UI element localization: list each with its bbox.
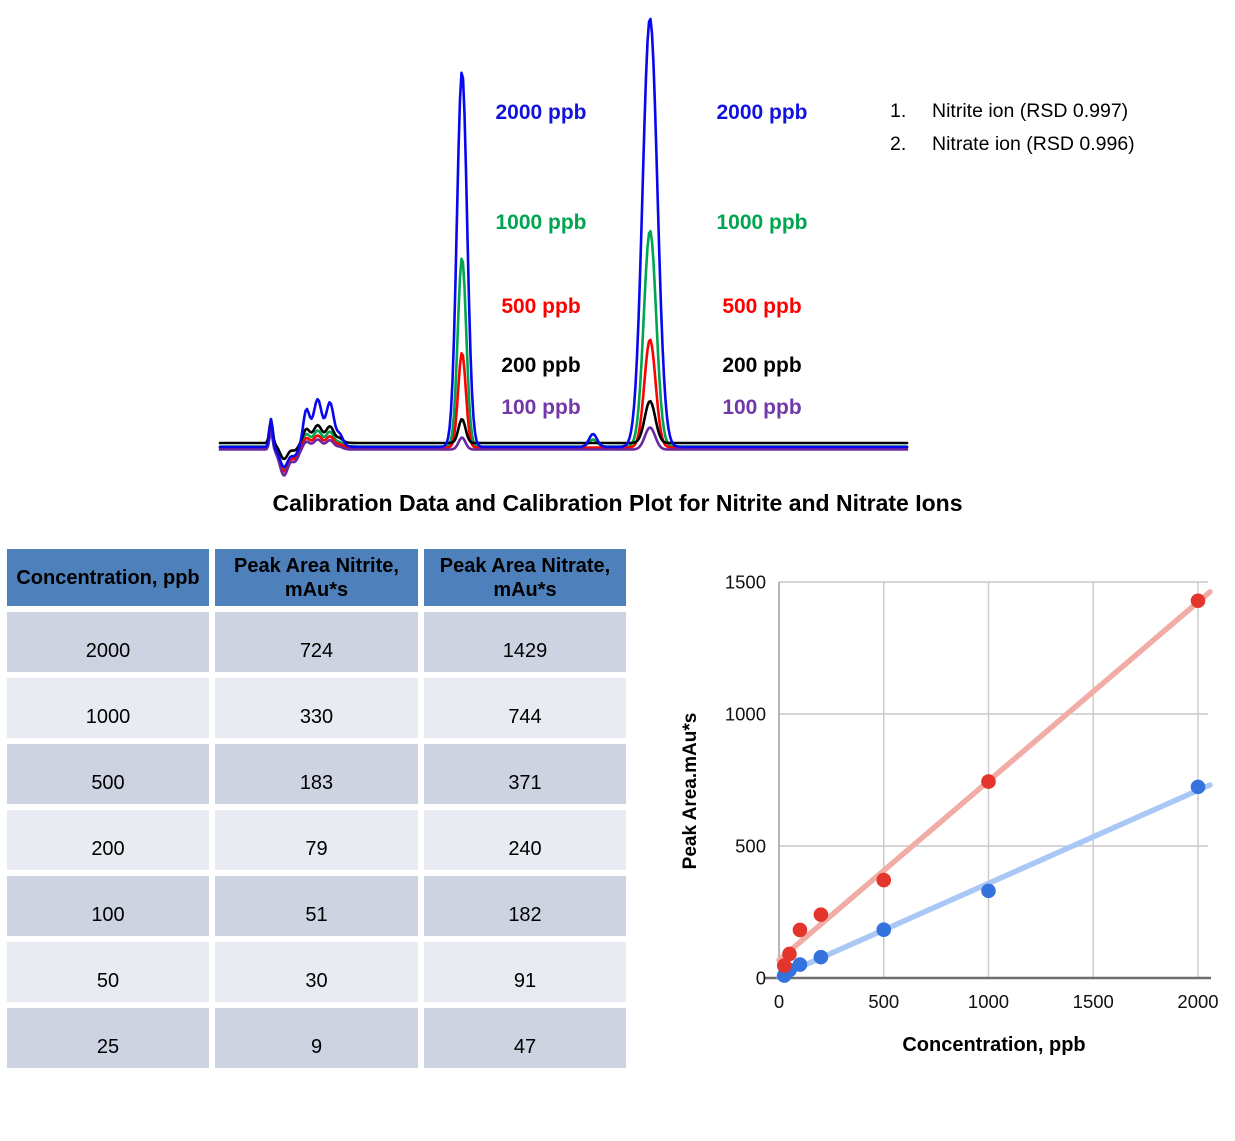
trace-2000ppb bbox=[218, 17, 909, 469]
table-header-concentration: Concentration, ppb bbox=[7, 549, 209, 606]
conc-label-1000ppb-right: 1000 ppb bbox=[716, 211, 808, 234]
conc-label-100ppb-right: 100 ppb bbox=[722, 396, 802, 419]
legend-number-1: 1. bbox=[890, 100, 907, 122]
legend-item-nitrite: 1. Nitrite ion (RSD 0.997) bbox=[890, 95, 1135, 128]
table-header-nitrate: Peak Area Nitrate, mAu*s bbox=[424, 549, 626, 606]
table-cell: 182 bbox=[424, 876, 626, 936]
data-point-nitrate-2000ppb bbox=[1190, 593, 1206, 609]
table-cell: 1000 bbox=[7, 678, 209, 738]
data-point-nitrite-500ppb bbox=[876, 922, 892, 937]
table-cell: 240 bbox=[424, 810, 626, 870]
x-tick-label-1000: 1000 bbox=[968, 991, 1009, 1012]
conc-label-2000ppb-left: 2000 ppb bbox=[495, 101, 587, 124]
table-cell: 200 bbox=[7, 810, 209, 870]
y-tick-label-1500: 1500 bbox=[725, 572, 766, 593]
table-cell: 724 bbox=[215, 612, 418, 672]
table-cell: 79 bbox=[215, 810, 418, 870]
legend-number-2: 2. bbox=[890, 133, 907, 155]
conc-label-100ppb-left: 100 ppb bbox=[501, 396, 581, 419]
legend-text-nitrate: Nitrate ion (RSD 0.996) bbox=[932, 133, 1135, 155]
trace-100ppb bbox=[218, 426, 909, 477]
data-point-nitrite-200ppb bbox=[813, 949, 829, 965]
data-point-nitrite-1000ppb bbox=[981, 883, 996, 899]
x-tick-label-500: 500 bbox=[868, 991, 899, 1012]
y-axis-title: Peak Area.mAu*s bbox=[680, 712, 701, 870]
table-cell: 1429 bbox=[424, 612, 626, 672]
data-point-nitrate-200ppb bbox=[813, 907, 829, 922]
figure-title: Calibration Data and Calibration Plot fo… bbox=[272, 490, 963, 516]
table-cell: 330 bbox=[215, 678, 418, 738]
conc-label-2000ppb-right: 2000 ppb bbox=[716, 101, 808, 124]
table-cell: 2000 bbox=[7, 612, 209, 672]
concentration-labels-nitrate: 2000 ppb 1000 ppb 500 ppb 200 ppb 100 pp… bbox=[707, 0, 817, 440]
table-cell: 100 bbox=[7, 876, 209, 936]
chromatogram-plot bbox=[218, 17, 909, 477]
calibration-table: Concentration, ppb Peak Area Nitrite, mA… bbox=[7, 549, 626, 1068]
y-tick-label-500: 500 bbox=[735, 836, 766, 857]
conc-label-1000ppb-left: 1000 ppb bbox=[495, 211, 587, 234]
data-point-nitrate-500ppb bbox=[876, 872, 892, 888]
data-point-nitrate-100ppb bbox=[792, 922, 808, 938]
data-point-nitrate-50ppb bbox=[782, 946, 797, 962]
x-tick-label-0: 0 bbox=[774, 991, 784, 1012]
y-tick-label-0: 0 bbox=[756, 968, 766, 989]
trace-200ppb bbox=[218, 399, 909, 461]
data-point-nitrate-1000ppb bbox=[981, 774, 996, 789]
trendline-nitrate bbox=[776, 589, 1213, 963]
table-cell: 51 bbox=[215, 876, 418, 936]
legend-item-nitrate: 2. Nitrate ion (RSD 0.996) bbox=[890, 128, 1135, 161]
y-tick-label-1000: 1000 bbox=[725, 704, 766, 725]
data-point-nitrite-100ppb bbox=[792, 957, 808, 972]
x-axis-title: Concentration, ppb bbox=[902, 1034, 1086, 1056]
table-cell: 25 bbox=[7, 1008, 209, 1068]
table-cell: 91 bbox=[424, 942, 626, 1002]
conc-label-200ppb-right: 200 ppb bbox=[722, 354, 802, 377]
x-tick-label-1500: 1500 bbox=[1073, 991, 1114, 1012]
table-cell: 744 bbox=[424, 678, 626, 738]
legend-text-nitrite: Nitrite ion (RSD 0.997) bbox=[932, 100, 1129, 122]
conc-label-500ppb-right: 500 ppb bbox=[722, 295, 802, 318]
table-cell: 50 bbox=[7, 942, 209, 1002]
concentration-labels-nitrite: 2000 ppb 1000 ppb 500 ppb 200 ppb 100 pp… bbox=[486, 0, 596, 440]
table-cell: 30 bbox=[215, 942, 418, 1002]
trendline-nitrite bbox=[776, 782, 1213, 980]
table-cell: 47 bbox=[424, 1008, 626, 1068]
calibration-plot: 0 500 1000 1500 2000 0 500 1000 1500 bbox=[725, 572, 1219, 1013]
table-cell: 183 bbox=[215, 744, 418, 804]
table-cell: 500 bbox=[7, 744, 209, 804]
data-point-nitrite-2000ppb bbox=[1190, 779, 1206, 795]
data-point-nitrate-25ppb bbox=[776, 958, 792, 973]
table-cell: 371 bbox=[424, 744, 626, 804]
conc-label-200ppb-left: 200 ppb bbox=[501, 354, 581, 377]
table-cell: 9 bbox=[215, 1008, 418, 1068]
table-header-nitrite: Peak Area Nitrite, mAu*s bbox=[215, 549, 418, 606]
conc-label-500ppb-left: 500 ppb bbox=[501, 295, 581, 318]
x-tick-label-2000: 2000 bbox=[1177, 991, 1218, 1012]
peak-legend: 1. Nitrite ion (RSD 0.997) 2. Nitrate ion … bbox=[890, 95, 1135, 161]
